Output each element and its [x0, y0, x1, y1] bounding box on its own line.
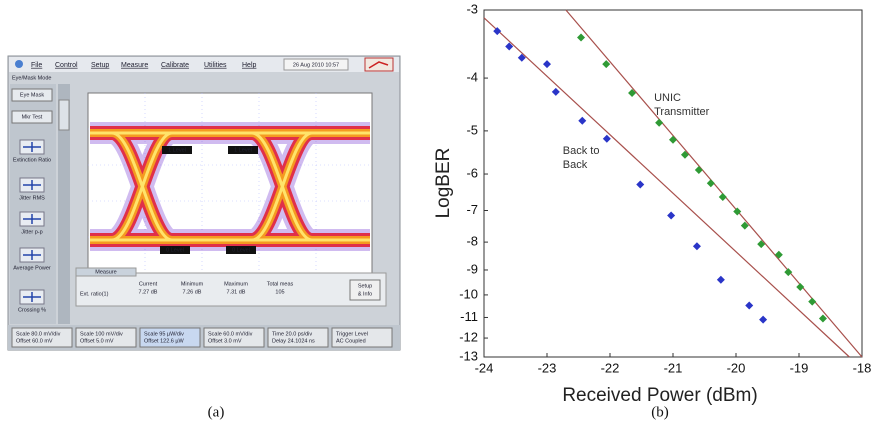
menu-item: File: [31, 62, 42, 69]
level-marker-label: 1 Level: [234, 147, 252, 153]
menu-item: Control: [55, 62, 78, 69]
y-tick-label: -9: [466, 261, 478, 276]
status-text: Scale 80.0 mV/div: [16, 331, 61, 337]
y-tick-label: -11: [460, 309, 478, 324]
setup-button-label: Setup: [358, 283, 372, 289]
date: 26 Aug 2010 10:57: [293, 62, 339, 68]
column-value: 7.26 dB: [183, 289, 202, 295]
y-axis-title: LogBER: [433, 148, 454, 219]
mode: Eye/Mask Mode: [12, 75, 51, 81]
column-value: 7.31 dB: [227, 289, 246, 295]
x-tick-label: -23: [538, 360, 557, 375]
y-tick-label: -6: [466, 165, 478, 180]
column-header: Maximum: [224, 281, 248, 287]
status-text: Offset 122.6 µW: [144, 338, 185, 344]
status-text: Trigger Level: [336, 331, 368, 337]
x-tick-label: -22: [601, 360, 620, 375]
x-tick-label: -18: [853, 360, 872, 375]
y-tick-label: -8: [466, 234, 478, 249]
status-text: Offset 3.0 mV: [208, 338, 242, 344]
column-header: Total meas: [267, 281, 294, 287]
measure-label: Average Power: [13, 265, 51, 271]
x-tick-label: -21: [664, 360, 683, 375]
status-text: Scale 100 mV/div: [80, 331, 123, 337]
y-tick-label: -5: [466, 122, 478, 137]
app-icon: [15, 60, 23, 68]
setup-button-label: & Info: [358, 291, 372, 297]
status-text: Scale 95 µW/div: [144, 331, 184, 337]
side-button-label: Eye Mask: [20, 92, 44, 98]
status-text: Scale 60.0 mV/div: [208, 331, 253, 337]
menu-item: Calibrate: [161, 62, 189, 69]
measure-tab-label: Measure: [95, 269, 116, 275]
y-tick-label: -7: [466, 202, 478, 217]
panel-label: (a): [208, 404, 225, 420]
status-text: Offset 5.0 mV: [80, 338, 114, 344]
menu-item: Help: [242, 62, 257, 69]
status-text: Delay 24.1024 ns: [272, 338, 315, 344]
annotation: Back to: [563, 145, 600, 157]
y-tick-label: -4: [466, 70, 478, 85]
side-button-label: Mkr Test: [22, 114, 43, 120]
level-marker-label: 1 Level: [168, 147, 186, 153]
status-text: Offset 60.0 mV: [16, 338, 53, 344]
annotation: Back: [563, 159, 588, 171]
annotation: UNIC: [654, 92, 681, 104]
x-tick-label: -19: [790, 360, 809, 375]
y-tick-label: -12: [459, 329, 478, 344]
column-header: Minimum: [181, 281, 204, 287]
level-marker-label: 0 Level: [232, 247, 250, 253]
menu-item: Utilities: [204, 62, 227, 69]
close-icon: [365, 58, 393, 71]
measure-label: Crossing %: [18, 307, 46, 313]
measure-label: Jitter p-p: [21, 229, 42, 235]
menu-item: Measure: [121, 62, 148, 69]
plot-frame: [484, 10, 862, 357]
column-header: Current: [139, 281, 158, 287]
figure: Received Power (dBm) LogBER (a) (b) File…: [0, 0, 883, 428]
scroll-thumb: [59, 100, 69, 130]
x-tick-label: -20: [727, 360, 746, 375]
status-text: AC Coupled: [336, 338, 366, 344]
status-text: Time 20.0 ps/div: [272, 331, 312, 337]
y-tick-label: -10: [459, 286, 478, 301]
y-tick-label: -3: [466, 1, 478, 16]
measure-label: Jitter RMS: [19, 195, 45, 201]
panel-label: (b): [651, 404, 669, 420]
page: {"panel_labels": ["(a)", "(b)"], "screen…: [0, 0, 883, 428]
annotation: Transmitter: [654, 106, 710, 118]
measure-row: Ext. ratio(1): [80, 291, 109, 297]
menu-item: Setup: [91, 62, 109, 69]
measure-label: Extinction Ratio: [13, 157, 51, 163]
x-axis-title: Received Power (dBm): [562, 385, 757, 406]
x-tick-label: -24: [475, 360, 494, 375]
level-marker-label: 0 Level: [166, 247, 184, 253]
column-value: 105: [275, 289, 284, 295]
column-value: 7.27 dB: [139, 289, 158, 295]
